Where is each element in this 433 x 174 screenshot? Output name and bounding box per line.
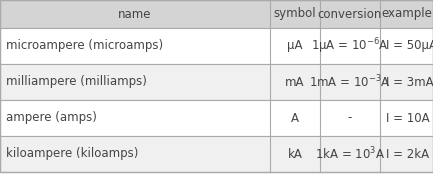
Text: I = 2kA: I = 2kA (386, 148, 429, 160)
Text: example: example (381, 7, 432, 21)
Text: μA: μA (287, 39, 303, 53)
Bar (0, 136, 433, 172)
Text: I = 10A: I = 10A (386, 112, 430, 125)
Text: symbol: symbol (274, 7, 317, 21)
Text: microampere (microamps): microampere (microamps) (6, 39, 163, 53)
Text: mA: mA (285, 76, 305, 89)
Text: -: - (348, 112, 352, 125)
Bar (0, 100, 433, 136)
Bar (0, 64, 433, 100)
Text: 1mA = 10$^{-3}$A: 1mA = 10$^{-3}$A (309, 74, 391, 90)
Text: name: name (118, 7, 152, 21)
Text: milliampere (milliamps): milliampere (milliamps) (6, 76, 147, 89)
Text: kA: kA (288, 148, 302, 160)
Text: I = 3mA: I = 3mA (386, 76, 433, 89)
Text: kiloampere (kiloamps): kiloampere (kiloamps) (6, 148, 139, 160)
Text: I = 50μA: I = 50μA (386, 39, 433, 53)
Text: conversion: conversion (318, 7, 382, 21)
Bar (0, 0, 433, 28)
Bar (0, 28, 433, 64)
Text: A: A (291, 112, 299, 125)
Text: 1μA = 10$^{-6}$A: 1μA = 10$^{-6}$A (311, 36, 389, 56)
Text: ampere (amps): ampere (amps) (6, 112, 97, 125)
Text: 1kA = 10$^{3}$A: 1kA = 10$^{3}$A (315, 146, 385, 162)
